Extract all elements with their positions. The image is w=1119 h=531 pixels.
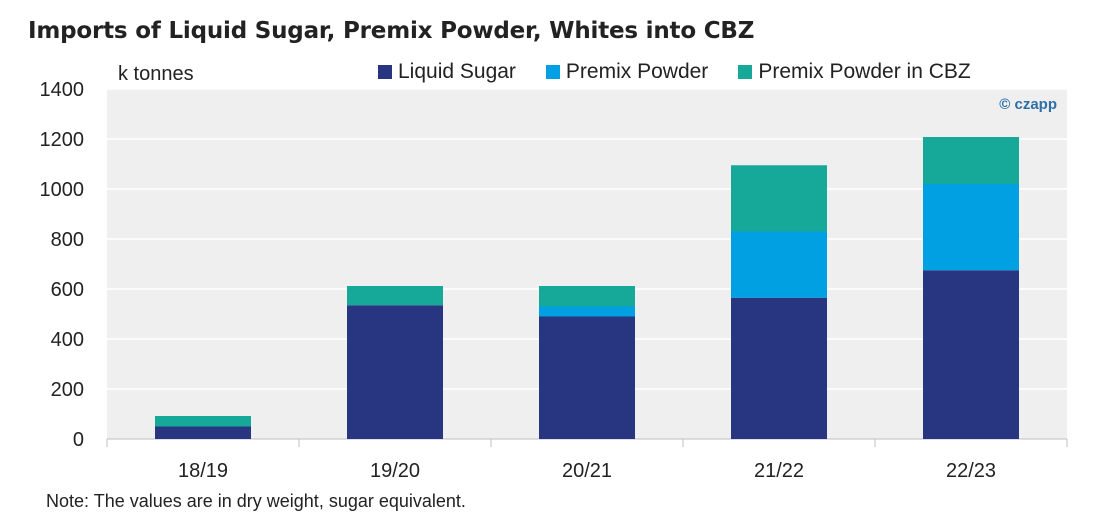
bar-segment-premix-powder — [923, 184, 1019, 271]
x-tick-label: 19/20 — [370, 460, 420, 482]
chart-title: Imports of Liquid Sugar, Premix Powder, … — [28, 18, 755, 44]
y-tick-label: 600 — [51, 279, 84, 301]
legend-item-liquid-sugar: Liquid Sugar — [378, 60, 516, 84]
y-tick-label: 200 — [51, 379, 84, 401]
legend-item-premix-powder-cbz: Premix Powder in CBZ — [738, 60, 971, 84]
chart-legend: Liquid Sugar Premix Powder Premix Powder… — [378, 60, 1001, 84]
bar-segment-liquid-sugar — [731, 297, 827, 439]
bar-segment-liquid-sugar — [539, 316, 635, 439]
y-tick-label: 0 — [73, 429, 84, 451]
y-tick-label: 400 — [51, 329, 84, 351]
y-tick-label: 1400 — [40, 79, 85, 101]
legend-item-premix-powder: Premix Powder — [545, 60, 709, 84]
x-tick-label: 18/19 — [178, 460, 228, 482]
czapp-watermark: © czapp — [999, 96, 1057, 113]
legend-label-premix-powder: Premix Powder — [565, 60, 709, 83]
x-tick-label: 21/22 — [754, 460, 804, 482]
bar-segment-liquid-sugar — [347, 305, 443, 439]
bar-segment-premix-powder — [731, 231, 827, 298]
legend-label-premix-powder-cbz: Premix Powder in CBZ — [758, 60, 971, 83]
bar-segment-premix-powder — [539, 306, 635, 317]
y-tick-label: 1200 — [40, 129, 85, 151]
x-tick-label: 20/21 — [562, 460, 612, 482]
chart-note: Note: The values are in dry weight, suga… — [46, 491, 466, 511]
bar-segment-premix-powder-cbz — [731, 165, 827, 232]
bar-segment-premix-powder-cbz — [155, 416, 251, 427]
legend-label-liquid-sugar: Liquid Sugar — [398, 60, 516, 83]
y-tick-label: 1000 — [40, 179, 85, 201]
bar-segment-premix-powder-cbz — [539, 286, 635, 307]
bar-segment-premix-powder-cbz — [923, 137, 1019, 184]
y-axis-unit-label: k tonnes — [118, 63, 194, 85]
x-tick-label: 22/23 — [946, 460, 996, 482]
bar-segment-liquid-sugar — [923, 270, 1019, 439]
legend-swatch-liquid-sugar — [378, 65, 392, 79]
bar-segment-liquid-sugar — [155, 426, 251, 439]
legend-swatch-premix-powder — [545, 65, 560, 79]
legend-swatch-premix-powder-cbz — [738, 65, 753, 79]
bar-segment-premix-powder-cbz — [347, 286, 443, 306]
y-tick-label: 800 — [51, 229, 84, 251]
